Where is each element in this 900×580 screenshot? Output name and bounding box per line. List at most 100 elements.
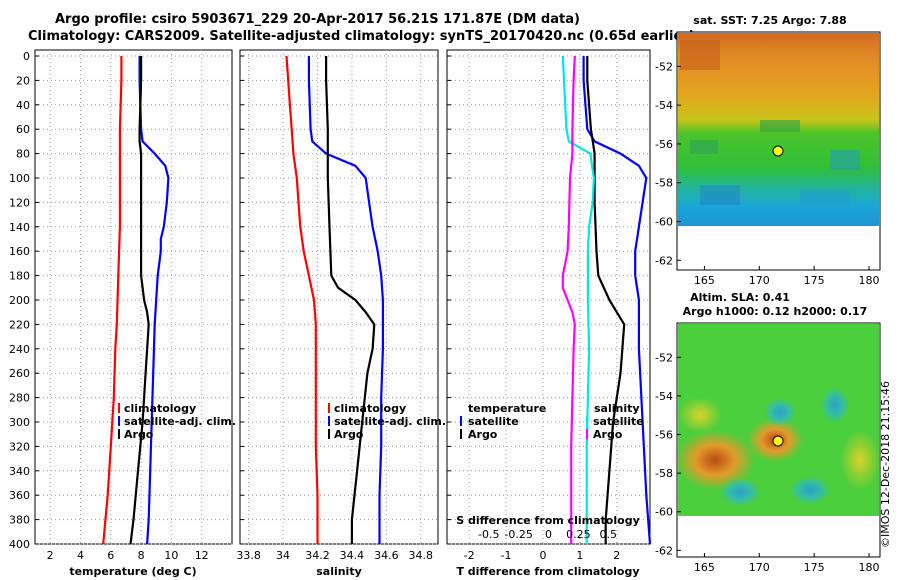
depth-tick-label: 400: [9, 538, 30, 551]
x-tick-label: 10: [164, 549, 178, 562]
s-diff-tick-label: 0: [545, 528, 552, 541]
map-y-tick-label: -62: [655, 254, 673, 267]
map-y-tick-label: -54: [655, 99, 673, 112]
sst-map-speckle: [680, 40, 860, 205]
t-difference-xlabel: T difference from climatology: [456, 565, 639, 578]
svg-text:climatology: climatology: [124, 402, 196, 415]
svg-text:climatology: climatology: [334, 402, 406, 415]
depth-tick-label: 200: [9, 294, 30, 307]
map-y-tick-label: -52: [655, 351, 673, 364]
svg-text:satellite-adj. clim.: satellite-adj. clim.: [334, 415, 446, 428]
x-tick-label: 8: [138, 549, 145, 562]
map-y-tick-label: -56: [655, 138, 673, 151]
depth-tick-label: 20: [16, 74, 30, 87]
series-line-s-argo: [561, 55, 576, 544]
x-tick-label: 4: [77, 549, 84, 562]
sla-map-title-line2: Argo h1000: 0.12 h2000: 0.17: [683, 305, 868, 318]
depth-tick-label: 140: [9, 221, 30, 234]
temperature-legend: climatology satellite-adj. clim. Argo: [118, 402, 236, 441]
map-x-tick-label: 175: [804, 274, 825, 287]
sla-map-title-line1: Altim. SLA: 0.41: [690, 291, 790, 304]
svg-text:Argo: Argo: [468, 428, 498, 441]
difference-panel-frame: [446, 49, 651, 545]
figure-title-line2: Climatology: CARS2009. Satellite-adjuste…: [28, 29, 695, 44]
series-line-satellite-adj-clim-: [307, 56, 384, 544]
difference-legend-salinity: salinity satellite Argo: [586, 402, 644, 441]
x-tick-label: 1: [576, 549, 583, 562]
imos-timestamp: ©IMOS 12-Dec-2018 21:15:46: [879, 381, 892, 548]
depth-tick-label: 360: [9, 489, 30, 502]
map-y-tick-label: -56: [655, 429, 673, 442]
x-tick-label: 33.8: [236, 549, 261, 562]
x-tick-label: 34: [276, 549, 290, 562]
sst-map-title: sat. SST: 7.25 Argo: 7.88: [693, 14, 846, 27]
svg-text:Argo: Argo: [593, 428, 623, 441]
depth-axis-labels: 0 20 40 60 80 100 120 140 160 180 200 220 240 260 280 3…: [9, 50, 30, 551]
salinity-panel-frame: [239, 49, 439, 545]
depth-tick-label: 280: [9, 392, 30, 405]
map-y-tick-label: -54: [655, 390, 673, 403]
sla-map-argo-marker: [772, 435, 784, 447]
x-tick-label: 34.8: [409, 549, 434, 562]
map-x-tick-label: 165: [694, 561, 715, 574]
x-tick-label: 34.6: [374, 549, 399, 562]
svg-text:Argo: Argo: [334, 428, 364, 441]
svg-text:salinity: salinity: [594, 402, 640, 415]
depth-tick-label: 60: [16, 123, 30, 136]
figure-title-line1: Argo profile: csiro 5903671_229 20-Apr-2…: [55, 12, 580, 27]
x-tick-label: 12: [195, 549, 209, 562]
depth-tick-label: 0: [23, 50, 30, 63]
x-tick-label: 34.4: [340, 549, 365, 562]
x-tick-label: 6: [107, 549, 114, 562]
s-diff-tick-label: 0.5: [599, 528, 617, 541]
difference-legend-temperature: temperature satellite Argo: [460, 402, 546, 441]
sst-map-argo-marker: [772, 145, 784, 157]
svg-text:temperature: temperature: [468, 402, 546, 415]
map-y-tick-label: -60: [655, 216, 673, 229]
series-line-climatology: [285, 55, 319, 544]
x-tick-label: -1: [501, 549, 512, 562]
x-tick-label: -2: [464, 549, 475, 562]
map-x-tick-label: 165: [694, 274, 715, 287]
salinity-xlabel: salinity: [316, 565, 362, 578]
map-y-tick-label: -58: [655, 467, 673, 480]
s-diff-tick-label: -0.5: [478, 528, 499, 541]
depth-tick-label: 40: [16, 99, 30, 112]
depth-tick-label: 180: [9, 270, 30, 283]
map-x-tick-label: 175: [804, 561, 825, 574]
series-line-satellite-adj-clim-: [138, 56, 170, 545]
temperature-xlabel: temperature (deg C): [69, 565, 196, 578]
map-y-tick-label: -52: [655, 60, 673, 73]
svg-text:satellite: satellite: [593, 415, 644, 428]
s-diff-tick-label: 0.25: [566, 528, 591, 541]
x-tick-label: 0: [539, 549, 546, 562]
sla-map-features: [675, 387, 880, 506]
depth-tick-label: 80: [16, 148, 30, 161]
series-line-argo: [129, 56, 150, 545]
depth-tick-label: 380: [9, 514, 30, 527]
svg-text:satellite-adj. clim.: satellite-adj. clim.: [124, 415, 236, 428]
map-y-tick-label: -60: [655, 506, 673, 519]
series-line-t-argo: [586, 56, 626, 544]
x-tick-label: 34.2: [305, 549, 330, 562]
map-x-tick-label: 170: [749, 274, 770, 287]
salinity-legend: climatology satellite-adj. clim. Argo: [328, 402, 446, 441]
svg-text:Argo: Argo: [124, 428, 154, 441]
map-x-tick-label: 180: [859, 561, 880, 574]
depth-tick-label: 260: [9, 367, 30, 380]
map-y-tick-label: -62: [655, 544, 673, 557]
series-line-climatology: [102, 56, 123, 545]
x-tick-label: 2: [47, 549, 54, 562]
temperature-panel-frame: [34, 49, 233, 545]
depth-tick-label: 220: [9, 318, 30, 331]
map-y-tick-label: -58: [655, 177, 673, 190]
x-tick-label: 2: [613, 549, 620, 562]
map-x-tick-label: 170: [749, 561, 770, 574]
depth-tick-label: 320: [9, 440, 30, 453]
depth-tick-label: 340: [9, 465, 30, 478]
depth-tick-label: 120: [9, 196, 30, 209]
map-x-tick-label: 180: [859, 274, 880, 287]
depth-tick-label: 100: [9, 172, 30, 185]
depth-tick-label: 160: [9, 245, 30, 258]
